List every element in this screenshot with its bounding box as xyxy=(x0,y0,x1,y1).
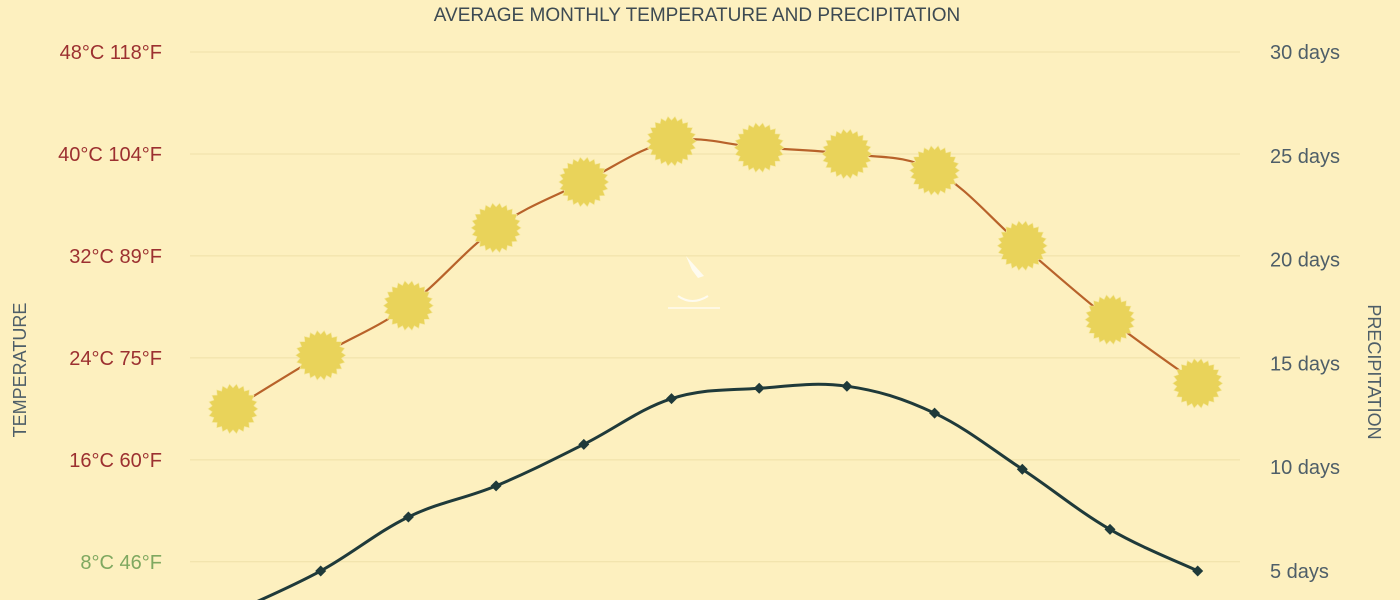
sun-marker xyxy=(996,220,1048,271)
diamond-marker xyxy=(1104,523,1116,535)
sun-marker xyxy=(909,145,961,196)
chart-title: AVERAGE MONTHLY TEMPERATURE AND PRECIPIT… xyxy=(434,5,960,26)
sun-marker xyxy=(558,156,610,208)
right-tick-label: 20 days xyxy=(1270,250,1340,272)
diamond-marker xyxy=(841,380,853,392)
sun-marker xyxy=(645,115,698,167)
diamond-marker xyxy=(929,407,941,419)
series-line xyxy=(232,138,1199,410)
gridlines xyxy=(190,51,1240,563)
left-tick-label: 32°C 89°F xyxy=(69,246,162,268)
diamond-marker xyxy=(315,565,327,577)
left-tick-label: 24°C 75°F xyxy=(69,348,162,370)
series-layer xyxy=(207,115,1224,600)
sun-marker xyxy=(207,383,259,435)
diamond-marker xyxy=(753,382,765,394)
right-tick-label: 5 days xyxy=(1270,561,1329,583)
sun-marker xyxy=(733,122,785,173)
diamond-marker xyxy=(490,480,502,492)
watermark-logo xyxy=(668,256,720,309)
diamond-marker xyxy=(402,511,414,523)
precipitation-series xyxy=(256,380,1204,600)
left-tick-label: 8°C 46°F xyxy=(80,552,162,574)
sun-marker xyxy=(470,202,522,254)
right-tick-label: 10 days xyxy=(1270,457,1340,479)
diamond-marker xyxy=(578,438,590,450)
left-tick-label: 40°C 104°F xyxy=(58,144,162,166)
diamond-marker xyxy=(1016,463,1028,475)
sun-marker xyxy=(295,330,347,381)
left-axis-title: TEMPERATURE xyxy=(10,303,30,438)
sun-marker xyxy=(382,280,434,331)
right-axis-ticks: 30 days 25 days 20 days 15 days 10 days 5 day… xyxy=(1270,42,1340,583)
right-tick-label: 15 days xyxy=(1270,353,1340,375)
temperature-series xyxy=(207,115,1224,435)
diamond-marker xyxy=(1192,565,1204,577)
series-line xyxy=(256,382,1199,600)
sun-marker xyxy=(821,128,873,180)
right-axis-title: PRECIPITATION xyxy=(1364,304,1384,439)
sun-marker xyxy=(1172,358,1224,409)
sun-marker xyxy=(1084,294,1136,345)
left-tick-label: 48°C 118°F xyxy=(60,42,162,64)
right-tick-label: 25 days xyxy=(1270,146,1340,168)
diamond-marker xyxy=(666,393,677,405)
left-axis-ticks: 48°C 118°F 40°C 104°F 32°C 89°F 24°C 75°F 16… xyxy=(58,42,162,574)
right-tick-label: 30 days xyxy=(1270,42,1340,64)
left-tick-label: 16°C 60°F xyxy=(69,450,162,472)
